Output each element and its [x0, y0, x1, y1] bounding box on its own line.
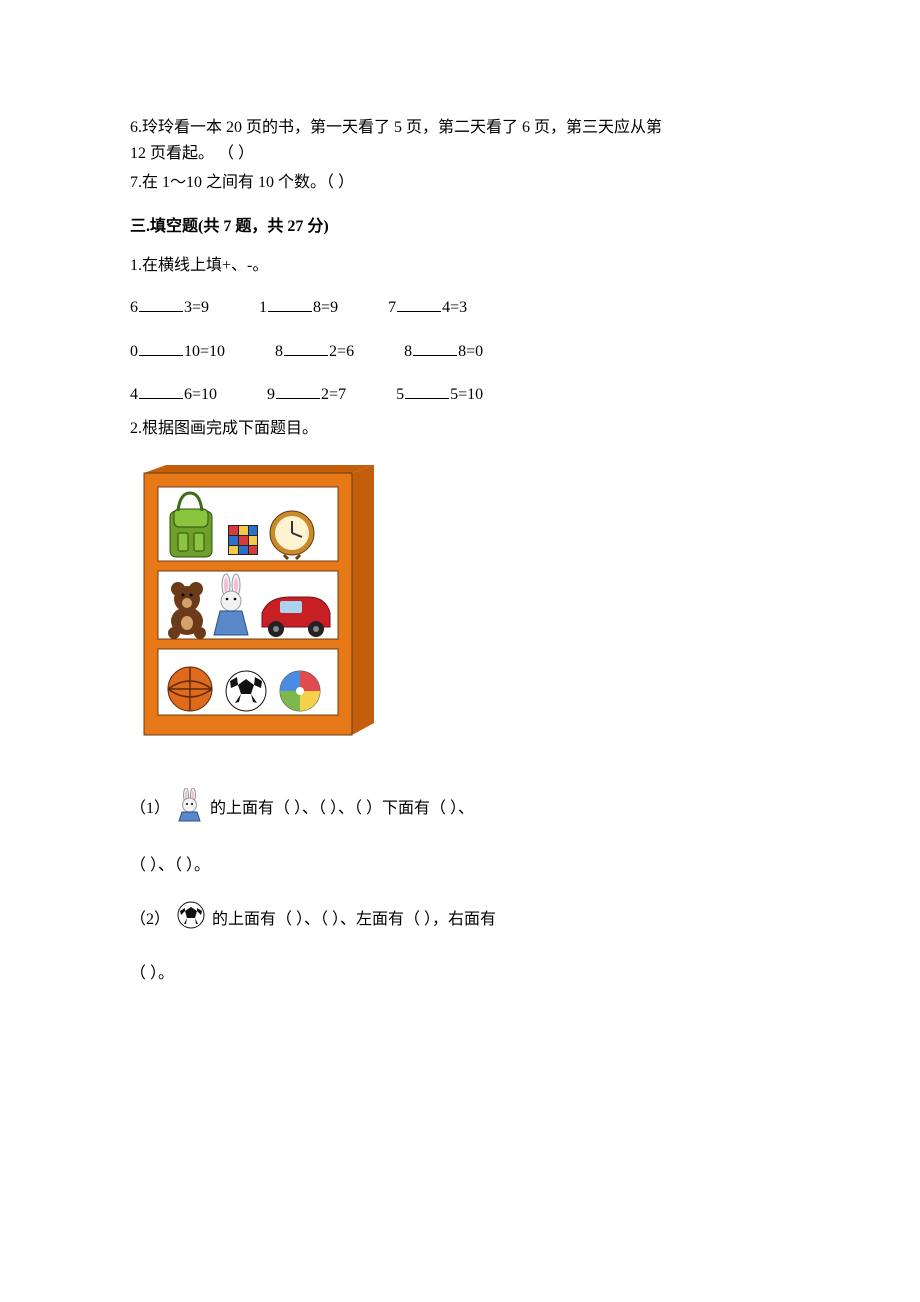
fill-blank[interactable] — [268, 298, 312, 312]
fill-blank[interactable] — [276, 385, 320, 399]
bookshelf-icon — [130, 463, 380, 753]
eq-r: 9 — [330, 299, 338, 316]
eq-r: 7 — [338, 386, 346, 403]
q2-sub2-text-a: 的上面有（ ）、（ ）、左面有（ ），右面有 — [212, 907, 496, 933]
q1-eq-2-1: 92=7 — [267, 382, 346, 408]
eq-b: 4 — [442, 299, 450, 316]
eq-a: 4 — [130, 386, 138, 403]
eq-b: 5 — [450, 386, 458, 403]
bookshelf-illustration — [130, 463, 790, 762]
eq-r: 3 — [459, 299, 467, 316]
tf-q6: 6.玲玲看一本 20 页的书，第一天看了 5 页，第二天看了 6 页，第三天应从… — [130, 115, 790, 166]
bunny-inline-icon — [176, 788, 204, 831]
fill-blank[interactable] — [284, 342, 328, 356]
soccer-inline-icon — [176, 900, 206, 939]
q2-sub2-line1: （2） 的上面有（ ）、（ ）、左面有（ ），右面有 — [130, 900, 790, 939]
fill-blank[interactable] — [139, 298, 183, 312]
eq-a: 5 — [396, 386, 404, 403]
q2-sub2-text-b: （ ）。 — [130, 961, 174, 987]
basketball-icon — [168, 667, 212, 711]
q1-row-1: 010=10 82=6 88=0 — [130, 339, 790, 365]
q1-eq-2-2: 55=10 — [396, 382, 483, 408]
q1-eq-2-0: 46=10 — [130, 382, 217, 408]
q2-sub1-line1: （1） 的上面有（ ）、（ ）、（ ）下面有（ ）、 — [130, 788, 790, 831]
q2-sub1-text-b: （ ）、（ ）。 — [130, 853, 210, 879]
tf-q7: 7.在 1～10 之间有 10 个数。（ ） — [130, 170, 790, 196]
eq-a: 9 — [267, 386, 275, 403]
eq-a: 8 — [275, 343, 283, 360]
eq-b: 3 — [184, 299, 192, 316]
soccer-ball-icon — [226, 671, 266, 711]
q1-prompt: 1.在横线上填+、-。 — [130, 253, 790, 279]
eq-a: 7 — [388, 299, 396, 316]
eq-r: 10 — [467, 386, 483, 403]
q1-eq-1-1: 82=6 — [275, 339, 354, 365]
q1-eq-1-0: 010=10 — [130, 339, 225, 365]
eq-a: 8 — [404, 343, 412, 360]
q1-row-0: 63=9 18=9 74=3 — [130, 295, 790, 321]
q1-eq-0-0: 63=9 — [130, 295, 209, 321]
eq-b: 8 — [458, 343, 466, 360]
q1-eq-1-2: 88=0 — [404, 339, 483, 365]
fill-blank[interactable] — [139, 342, 183, 356]
q2-sub1-text-a: 的上面有（ ）、（ ）、（ ）下面有（ ）、 — [210, 796, 474, 822]
tf-q6-text: 6.玲玲看一本 20 页的书，第一天看了 5 页，第二天看了 6 页，第三天应从… — [130, 119, 662, 162]
eq-r: 10 — [201, 386, 217, 403]
eq-a: 0 — [130, 343, 138, 360]
beach-ball-icon — [280, 671, 320, 711]
q2-sub2-line2: （ ）。 — [130, 961, 790, 987]
eq-b: 2 — [321, 386, 329, 403]
eq-a: 6 — [130, 299, 138, 316]
q1-row-2: 46=10 92=7 55=10 — [130, 382, 790, 408]
q2-sub1-prefix: （1） — [130, 796, 170, 822]
eq-b: 2 — [329, 343, 337, 360]
tf-q7-text: 7.在 1～10 之间有 10 个数。（ ） — [130, 174, 354, 191]
q2-prompt: 2.根据图画完成下面题目。 — [130, 416, 790, 442]
eq-a: 1 — [259, 299, 267, 316]
eq-b: 10 — [184, 343, 200, 360]
fill-blank[interactable] — [405, 385, 449, 399]
q2-sub2-prefix: （2） — [130, 907, 170, 933]
eq-r: 10 — [209, 343, 225, 360]
eq-b: 6 — [184, 386, 192, 403]
eq-r: 9 — [201, 299, 209, 316]
fill-blank[interactable] — [397, 298, 441, 312]
q2-sub1-line2: （ ）、（ ）。 — [130, 853, 790, 879]
eq-b: 8 — [313, 299, 321, 316]
eq-r: 0 — [475, 343, 483, 360]
q1-eq-0-1: 18=9 — [259, 295, 338, 321]
fill-blank[interactable] — [413, 342, 457, 356]
q1-eq-0-2: 74=3 — [388, 295, 467, 321]
eq-r: 6 — [346, 343, 354, 360]
fill-blank[interactable] — [139, 385, 183, 399]
section3-title: 三.填空题(共 7 题，共 27 分) — [130, 214, 790, 240]
rubiks-cube-icon — [228, 525, 258, 555]
